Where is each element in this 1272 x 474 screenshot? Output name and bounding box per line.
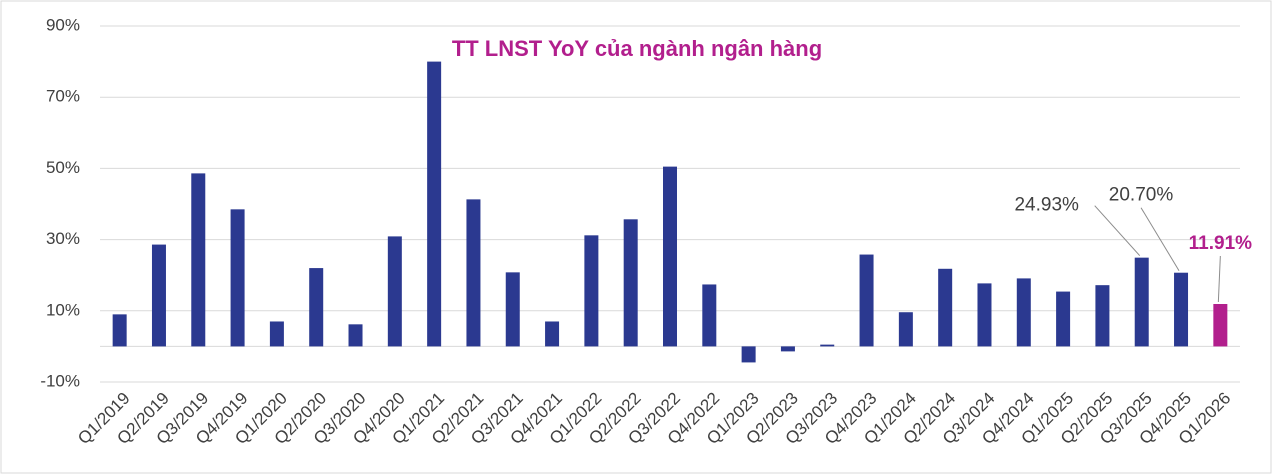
bar [820,344,835,347]
bar [348,324,363,347]
bar [780,346,795,352]
y-tick-label: 70% [46,87,80,106]
bar [1174,272,1189,347]
bar [938,268,953,347]
bar [309,268,324,347]
data-label: 20.70% [1109,185,1174,206]
bar [545,321,560,347]
bar [977,283,992,347]
bar [387,236,402,347]
leader-line [1217,255,1221,303]
bar [623,219,638,347]
bar [466,199,481,347]
bar [112,314,127,347]
y-tick-label: -10% [40,371,80,390]
bar [1134,257,1149,347]
leader-line [1140,207,1180,271]
bar [191,173,206,347]
data-label: 11.91% [1189,233,1252,254]
chart-title: TT LNST YoY của ngành ngân hàng [452,36,822,61]
bar [269,321,284,347]
y-tick-label: 10% [46,300,80,319]
bar [1095,285,1110,347]
bar [741,346,756,363]
bar [898,312,913,347]
bar [505,272,520,347]
y-tick-label: 90% [46,15,80,34]
bar [702,284,717,347]
bar [1056,291,1071,347]
bar [859,254,874,347]
y-tick-label: 50% [46,158,80,177]
bar [151,244,166,347]
bar [427,61,442,347]
y-tick-label: 30% [46,229,80,248]
bar [1016,278,1031,347]
leader-line [1094,205,1141,256]
bar [230,209,245,347]
bar [1213,304,1228,347]
data-label: 24.93% [1014,195,1079,216]
bar [584,235,599,347]
bar [663,166,677,347]
